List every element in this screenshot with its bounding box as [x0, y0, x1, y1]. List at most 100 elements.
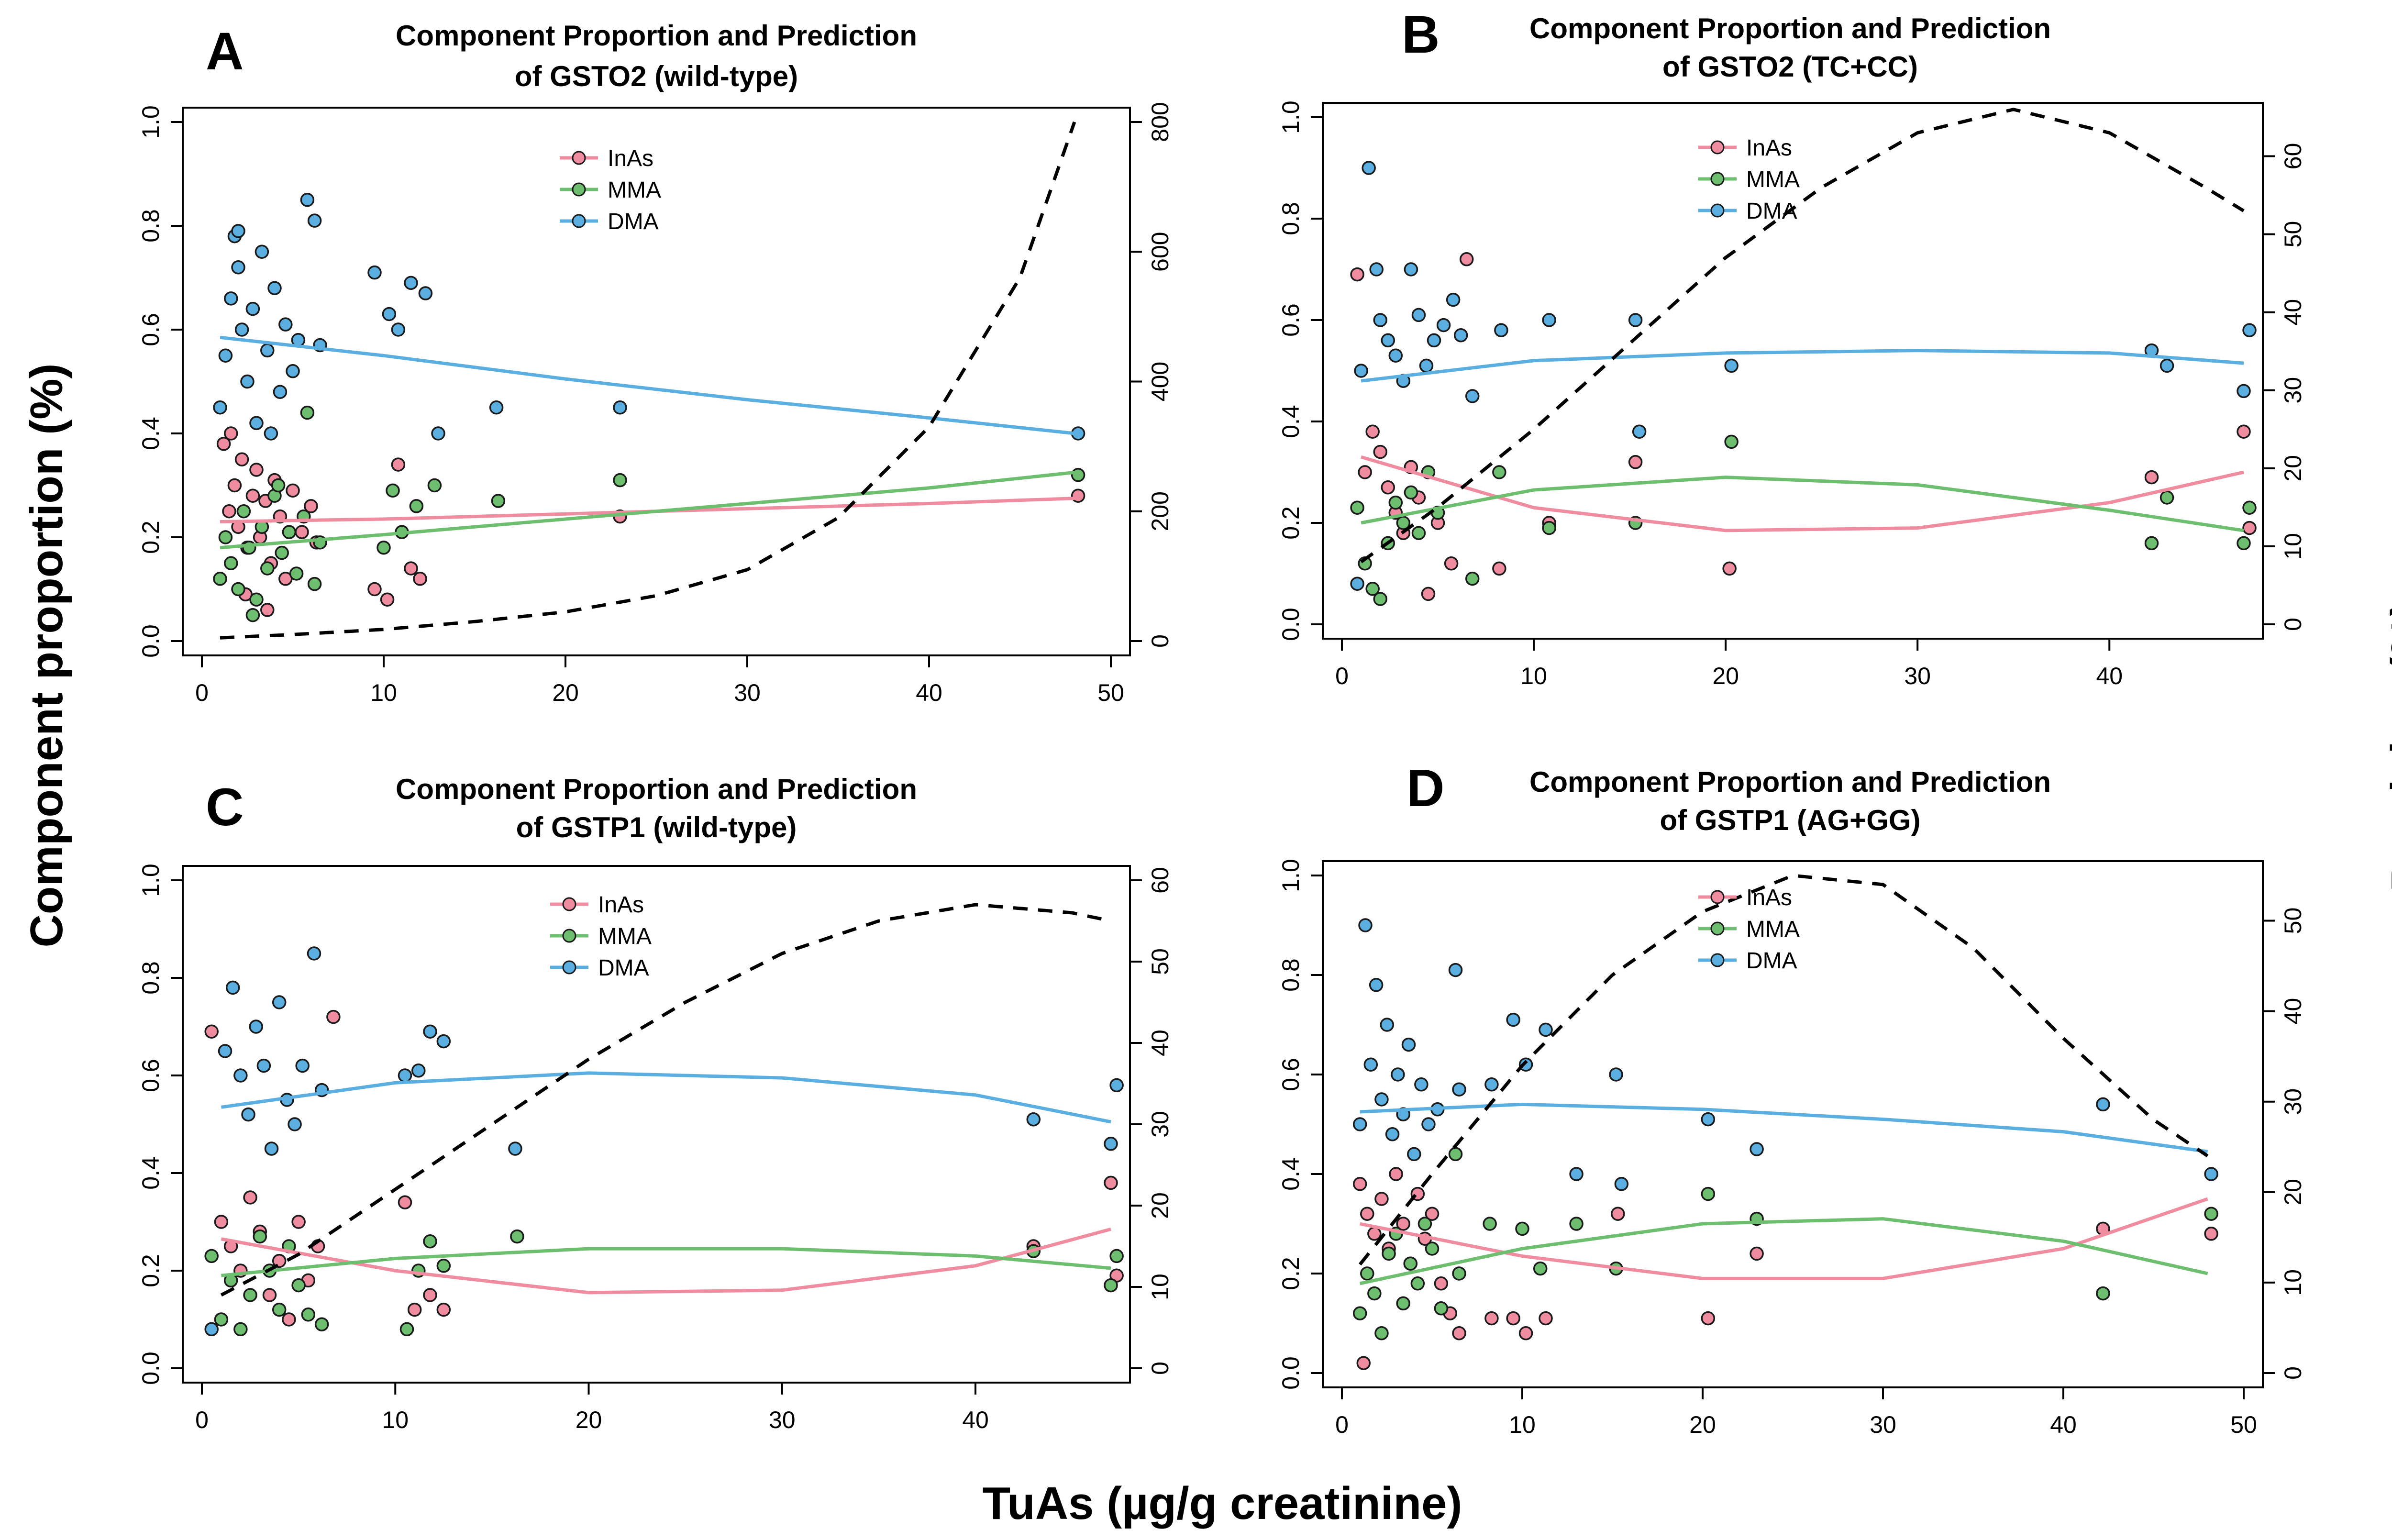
legend-marker-mma — [562, 929, 576, 943]
y2-tick-label: 0 — [2280, 1366, 2306, 1380]
point-inas — [1373, 444, 1387, 459]
point-mma — [1701, 1186, 1716, 1201]
point-dma — [256, 1058, 271, 1073]
y2-tick-label: 10 — [1147, 1274, 1174, 1300]
y-tick-label: 0.6 — [137, 1059, 164, 1092]
point-dma — [278, 317, 293, 332]
point-dma — [1373, 313, 1387, 327]
point-dma — [1465, 389, 1480, 403]
point-dma — [1411, 308, 1426, 322]
point-mma — [243, 1288, 257, 1302]
point-inas — [291, 1215, 306, 1229]
y-tick-label: 0.4 — [1277, 405, 1304, 438]
point-inas — [1358, 465, 1372, 479]
y-tick-label: 0.8 — [1277, 202, 1304, 235]
point-dma — [264, 426, 278, 441]
point-dma — [1374, 1092, 1389, 1107]
y2-tick-label: 10 — [2280, 533, 2306, 560]
point-dma — [1354, 364, 1368, 378]
point-mma — [301, 1307, 316, 1322]
point-mma — [271, 478, 286, 493]
point-inas — [1628, 455, 1643, 469]
point-mma — [1492, 465, 1506, 479]
x-tick-label: 40 — [2050, 1411, 2077, 1438]
panel-d: D Component Proportion and Prediction of G… — [1277, 759, 2306, 1438]
x-tick-label: 10 — [370, 679, 397, 706]
point-mma — [1483, 1217, 1497, 1231]
point-dma — [1404, 262, 1418, 277]
point-mma — [1396, 516, 1411, 530]
point-inas — [1425, 1207, 1440, 1221]
point-dma — [398, 1068, 412, 1083]
point-inas — [1374, 1192, 1389, 1206]
point-dma — [1109, 1078, 1124, 1093]
point-dma — [1609, 1067, 1623, 1082]
x-tick-label: 40 — [962, 1407, 989, 1433]
panel-letter: C — [206, 778, 244, 837]
point-mma — [289, 566, 304, 581]
x-tick-label: 50 — [2230, 1411, 2257, 1438]
legend-marker-inas — [1710, 890, 1725, 904]
point-dma — [1436, 318, 1451, 332]
panel-title-line2: of GSTP1 (wild-type) — [516, 811, 797, 843]
point-dma — [204, 1322, 219, 1337]
point-dma — [241, 1107, 255, 1122]
point-mma — [218, 530, 233, 544]
point-dma — [1446, 292, 1461, 307]
x-tick-label: 40 — [2096, 663, 2123, 689]
point-dma — [1381, 333, 1395, 348]
point-mma — [291, 1278, 306, 1293]
point-mma — [409, 499, 424, 513]
legend-label-dma: DMA — [1746, 948, 1797, 974]
point-mma — [1352, 1306, 1367, 1320]
point-inas — [1389, 1167, 1403, 1181]
y-tick-label: 1.0 — [1277, 859, 1304, 892]
x-tick-label: 10 — [1509, 1411, 1536, 1438]
point-inas — [286, 483, 300, 498]
point-dma — [307, 946, 321, 961]
point-dma — [1104, 1137, 1118, 1151]
fit-line-mma — [221, 1247, 1111, 1277]
fit-line-mma — [220, 470, 1075, 550]
point-inas — [1611, 1207, 1625, 1221]
point-inas — [1381, 480, 1395, 495]
point-dma — [1569, 1167, 1584, 1181]
point-inas — [1396, 1217, 1410, 1231]
point-mma — [1533, 1261, 1548, 1276]
point-mma — [314, 1317, 329, 1331]
point-dma — [1614, 1177, 1629, 1191]
y-tick-label: 0.4 — [1277, 1157, 1304, 1191]
point-inas — [1367, 1227, 1382, 1241]
y-tick-label: 1.0 — [137, 864, 164, 897]
x-tick-label: 50 — [1097, 679, 1124, 706]
point-inas — [380, 592, 395, 607]
point-inas — [367, 582, 382, 597]
x-tick-label: 0 — [1335, 1411, 1349, 1438]
y2-tick-label: 30 — [1147, 1111, 1174, 1138]
fit-line-dma — [220, 335, 1075, 435]
point-dma — [1724, 358, 1739, 373]
legend-label-dma: DMA — [608, 209, 659, 234]
x-tick-label: 30 — [769, 1407, 796, 1433]
precision-curve — [220, 903, 1111, 1297]
point-dma — [225, 980, 240, 995]
point-inas — [2204, 1227, 2218, 1241]
point-inas — [1421, 587, 1436, 601]
legend-marker-inas — [572, 151, 586, 165]
panel-letter: A — [206, 22, 244, 81]
point-dma — [1494, 323, 1508, 337]
legend-marker-dma — [1710, 203, 1725, 218]
point-inas — [1350, 267, 1364, 282]
y-tick-label: 0.0 — [137, 1352, 164, 1385]
fit-line-inas — [1360, 1197, 2208, 1280]
point-dma — [418, 286, 433, 300]
point-dma — [1452, 1082, 1466, 1097]
point-mma — [1411, 526, 1426, 540]
point-mma — [300, 405, 315, 420]
y2-tick-label: 40 — [2280, 299, 2306, 326]
point-mma — [260, 561, 275, 576]
point-dma — [1448, 963, 1463, 977]
y-tick-label: 0.4 — [137, 1156, 164, 1190]
x-tick-label: 20 — [576, 1407, 602, 1433]
point-dma — [1506, 1012, 1520, 1027]
